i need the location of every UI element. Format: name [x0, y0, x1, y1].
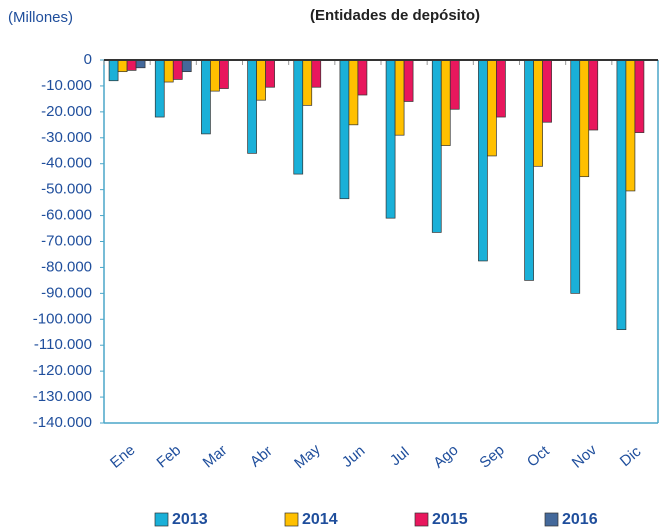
bar: [265, 59, 275, 88]
x-tick-label: Abr: [247, 443, 276, 471]
y-tick-label: -140.000: [33, 414, 92, 431]
bar: [154, 59, 165, 118]
x-tick-label: Ago: [430, 441, 461, 471]
y-tick-label: -60.000: [41, 207, 92, 224]
bar: [210, 59, 220, 92]
x-tick-label: Jul: [387, 444, 413, 469]
legend-label: 2015: [432, 511, 468, 528]
bar: [625, 59, 636, 192]
bar: [117, 59, 128, 73]
bar: [634, 59, 645, 133]
x-tick-label: Feb: [154, 442, 185, 472]
x-tick-label: Oct: [524, 442, 553, 471]
bar: [579, 59, 590, 178]
legend-swatch: [284, 512, 299, 527]
bar: [126, 59, 137, 71]
bar: [302, 59, 313, 106]
bar: [394, 59, 405, 136]
y-tick-label: -80.000: [41, 258, 92, 275]
y-tick-label: -90.000: [41, 284, 92, 301]
bar: [172, 59, 183, 80]
legend-label: 2013: [172, 511, 208, 528]
bar: [339, 59, 350, 200]
x-tick-label: May: [291, 441, 324, 473]
y-axis-label: (Millones): [8, 9, 73, 26]
bar: [533, 59, 543, 167]
y-tick-label: 0: [84, 51, 92, 68]
bar: [256, 59, 266, 101]
y-tick-label: -40.000: [41, 155, 92, 172]
y-tick-label: -130.000: [33, 388, 92, 405]
bar: [588, 59, 599, 131]
bar: [385, 59, 396, 219]
x-tick-label: Sep: [476, 441, 507, 471]
x-tick-label: Dic: [617, 443, 645, 470]
legend-swatch: [154, 512, 169, 527]
bar: [201, 59, 211, 135]
bar: [440, 59, 451, 146]
bar: [181, 59, 192, 73]
bar: [478, 59, 488, 262]
bar: [247, 59, 257, 154]
bar: [348, 59, 359, 126]
y-tick-label: -50.000: [41, 181, 92, 198]
y-tick-label: -10.000: [41, 77, 92, 94]
y-tick-label: -120.000: [33, 362, 92, 379]
x-tick-label: Mar: [200, 442, 231, 472]
bar: [487, 59, 497, 157]
x-tick-label: Jun: [339, 442, 368, 471]
bar: [357, 59, 368, 96]
legend-swatch: [414, 512, 429, 527]
bar: [449, 59, 460, 110]
x-tick-label: Nov: [569, 441, 601, 471]
bar: [311, 59, 322, 88]
bar: [108, 59, 119, 82]
legend-swatch: [544, 512, 559, 527]
y-tick-label: -30.000: [41, 129, 92, 146]
y-tick-label: -110.000: [34, 336, 92, 353]
bar: [616, 59, 627, 331]
bar: [570, 59, 581, 294]
bar: [163, 59, 174, 83]
bar: [542, 59, 552, 123]
chart-title: (Entidades de depósito): [310, 7, 480, 24]
y-tick-label: -20.000: [41, 103, 92, 120]
bar: [403, 59, 414, 102]
legend-label: 2014: [302, 511, 338, 528]
x-tick-label: Ene: [107, 441, 138, 471]
legend-label: 2016: [562, 511, 598, 528]
bar: [293, 59, 304, 175]
bar: [496, 59, 506, 118]
bar: [135, 59, 146, 69]
bar: [431, 59, 442, 233]
y-tick-label: -70.000: [41, 232, 92, 249]
bar: [524, 59, 534, 281]
bar: [219, 59, 229, 89]
y-tick-label: -100.000: [33, 310, 92, 327]
